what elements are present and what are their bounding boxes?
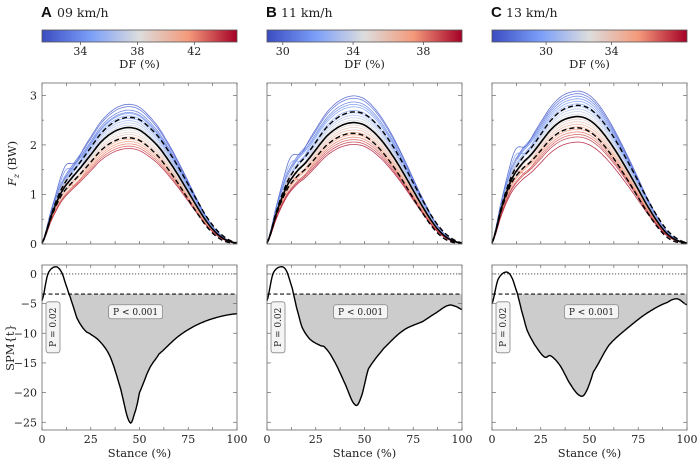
cluster-annotation-box <box>45 301 61 354</box>
cluster-annotation-early: P = 0.02 <box>49 308 59 347</box>
cluster-annotation-early: P = 0.02 <box>274 308 284 347</box>
panel-b: B 11 km/h 30 34 38 DF (%) 0 25 50 75 100 Stance (%)… <box>264 4 473 460</box>
x-tick-label: 75 <box>181 433 195 446</box>
y-tick-label: 2 <box>30 139 37 152</box>
cluster-annotation-box <box>564 304 619 320</box>
x-tick-label: 50 <box>583 433 597 446</box>
panel-letter: B <box>266 4 277 21</box>
x-tick-label: 100 <box>677 433 698 446</box>
suprathreshold-cluster <box>69 294 237 424</box>
cluster-annotation-box <box>270 301 286 354</box>
spm-plot: 0 25 50 75 100 Stance (%) P = 0.02 P < 0.001 <box>489 264 698 460</box>
y-tick-label: 1 <box>30 188 37 201</box>
spm-plot: 0 25 50 75 100 Stance (%) P = 0.02 P < 0.001 <box>264 264 473 460</box>
x-tick-label: 75 <box>631 433 645 446</box>
mean-line <box>41 126 238 244</box>
colorbar-tick-label: 30 <box>276 45 290 58</box>
x-axis-label: Stance (%) <box>558 446 622 460</box>
cluster-annotation-main: P < 0.001 <box>338 308 383 318</box>
colorbar-tick-label: 38 <box>130 45 144 58</box>
colorbar-tick-label: 42 <box>187 45 201 58</box>
y-tick-label: 0 <box>30 268 37 281</box>
colorbar-tick-label: 38 <box>416 45 430 58</box>
force-plot <box>491 82 688 245</box>
mean-line <box>491 115 688 244</box>
x-tick-label: 50 <box>133 433 147 446</box>
mean-minus-sd-line <box>266 132 463 244</box>
cluster-annotation-box <box>333 304 389 320</box>
panel-title: 09 km/h <box>57 5 109 20</box>
y-tick-label: −20 <box>14 387 37 400</box>
cluster-annotation-early: P = 0.02 <box>499 308 509 347</box>
spm-ylabel: SPM{t} <box>3 324 17 371</box>
suprathreshold-cluster <box>518 294 687 397</box>
panel-title: 13 km/h <box>506 5 558 20</box>
colorbar-label: DF (%) <box>119 57 160 71</box>
colorbar <box>41 29 238 43</box>
panel-letter: C <box>491 4 502 21</box>
mean-plus-sd-line <box>41 116 238 244</box>
y-tick-label: 0 <box>30 238 37 251</box>
colorbar-tick-label: 34 <box>346 45 360 58</box>
colorbar-tick-label: 30 <box>539 45 553 58</box>
spm-t-curve <box>266 265 463 407</box>
x-axis-label: Stance (%) <box>333 446 397 460</box>
colorbar-label: DF (%) <box>344 57 385 71</box>
x-axis-label: Stance (%) <box>108 446 172 460</box>
x-tick-label: 0 <box>489 433 496 446</box>
y-tick-label: −15 <box>14 357 37 370</box>
spm-t-curve <box>491 271 688 398</box>
colorbar-tick-label: 34 <box>605 45 619 58</box>
panel-letter: A <box>41 4 52 21</box>
mean-line <box>266 121 463 244</box>
y-tick-label: −10 <box>14 327 37 340</box>
colorbar-label: DF (%) <box>569 57 610 71</box>
x-tick-label: 25 <box>534 433 548 446</box>
y-tick-label: −5 <box>21 298 37 311</box>
y-tick-label: 3 <box>30 89 37 102</box>
x-tick-label: 25 <box>309 433 323 446</box>
cluster-annotation-main: P < 0.001 <box>569 308 614 318</box>
x-tick-label: 75 <box>406 433 420 446</box>
cluster-annotation-box <box>108 304 163 320</box>
x-tick-label: 0 <box>264 433 271 446</box>
panel-title: 11 km/h <box>281 5 333 20</box>
colorbar-tick-label: 34 <box>73 45 87 58</box>
trial-curve <box>41 148 238 244</box>
x-tick-label: 25 <box>84 433 98 446</box>
y-tick-label: −25 <box>14 416 37 429</box>
mean-plus-sd-line <box>491 104 688 244</box>
spm-t-curve <box>41 266 238 425</box>
x-tick-label: 50 <box>358 433 372 446</box>
panel-a: A 09 km/h 34 38 42 DF (%) 0 1 2 3 Fz (BW) 0 25 50 75 10… <box>3 4 248 460</box>
x-tick-label: 100 <box>227 433 248 446</box>
cluster-annotation-box <box>495 301 511 354</box>
cluster-annotation-main: P < 0.001 <box>113 308 158 318</box>
colorbar <box>266 29 463 43</box>
force-ylabel: Fz (BW) <box>5 141 21 187</box>
mean-minus-sd-line <box>491 127 688 244</box>
force-plot <box>266 82 463 245</box>
trial-curve <box>491 136 688 244</box>
force-plot: 0 1 2 3 Fz (BW) <box>5 82 238 251</box>
colorbar <box>491 29 688 43</box>
trial-curve <box>491 141 688 244</box>
mean-minus-sd-line <box>41 136 238 244</box>
x-tick-label: 0 <box>39 433 46 446</box>
x-tick-label: 100 <box>452 433 473 446</box>
spm-plot: 0 25 50 75 100 Stance (%) 0 −5 −10 −15 −20 −25 SPM{t… <box>3 264 248 460</box>
